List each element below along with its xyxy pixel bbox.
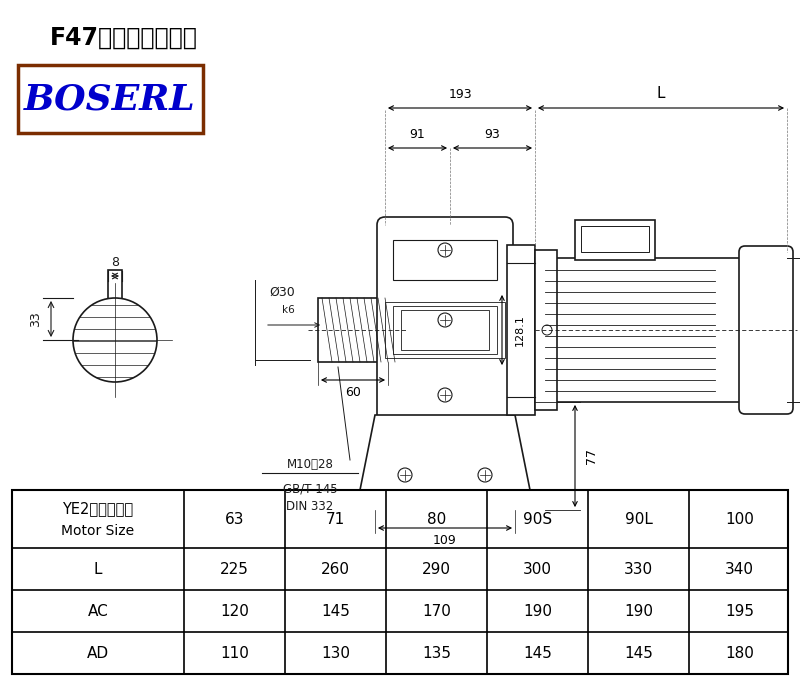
Bar xyxy=(385,302,505,358)
Bar xyxy=(535,258,745,402)
FancyBboxPatch shape xyxy=(739,246,793,414)
Circle shape xyxy=(438,243,452,257)
Text: 190: 190 xyxy=(624,603,653,618)
Text: F47减速机尺寸图纸: F47减速机尺寸图纸 xyxy=(50,26,198,50)
Text: 93: 93 xyxy=(485,127,500,140)
Text: Motor Size: Motor Size xyxy=(62,524,134,538)
Text: 91: 91 xyxy=(410,127,426,140)
Text: 90S: 90S xyxy=(523,511,552,527)
Bar xyxy=(18,65,203,133)
Text: 110: 110 xyxy=(220,645,249,660)
Text: 145: 145 xyxy=(321,603,350,618)
Bar xyxy=(318,298,388,362)
Text: 77: 77 xyxy=(585,448,598,464)
Text: 193: 193 xyxy=(448,87,472,100)
Text: M10深28: M10深28 xyxy=(286,458,334,471)
Bar xyxy=(401,310,489,350)
Text: 290: 290 xyxy=(422,561,451,576)
Text: 135: 135 xyxy=(422,645,451,660)
Text: 33: 33 xyxy=(30,311,42,327)
Bar xyxy=(575,220,655,260)
Text: 80: 80 xyxy=(427,511,446,527)
Bar xyxy=(507,245,535,415)
Text: 100: 100 xyxy=(725,511,754,527)
Text: DIN 332: DIN 332 xyxy=(286,500,334,513)
Text: k6: k6 xyxy=(282,305,295,315)
Text: 260: 260 xyxy=(321,561,350,576)
Text: 71: 71 xyxy=(326,511,345,527)
Text: 145: 145 xyxy=(523,645,552,660)
Bar xyxy=(12,490,788,674)
Bar xyxy=(393,306,497,354)
Circle shape xyxy=(478,468,492,482)
Text: BOSERL: BOSERL xyxy=(24,83,196,117)
FancyBboxPatch shape xyxy=(377,217,513,443)
Text: 60: 60 xyxy=(345,386,361,399)
Text: 109: 109 xyxy=(433,534,457,546)
Text: 170: 170 xyxy=(422,603,451,618)
Text: AC: AC xyxy=(88,603,108,618)
Circle shape xyxy=(438,388,452,402)
Text: 130: 130 xyxy=(321,645,350,660)
Bar xyxy=(393,240,497,280)
Text: 145: 145 xyxy=(624,645,653,660)
Text: 190: 190 xyxy=(523,603,552,618)
Text: 120: 120 xyxy=(220,603,249,618)
Bar xyxy=(535,250,557,410)
Text: 63: 63 xyxy=(225,511,244,527)
Text: 180: 180 xyxy=(725,645,754,660)
Text: AD: AD xyxy=(87,645,109,660)
Text: 90L: 90L xyxy=(625,511,653,527)
Text: 8: 8 xyxy=(111,256,119,268)
Circle shape xyxy=(398,468,412,482)
Circle shape xyxy=(542,325,552,335)
Text: 225: 225 xyxy=(220,561,249,576)
Text: Ø30: Ø30 xyxy=(270,285,295,298)
Text: YE2电机机座号: YE2电机机座号 xyxy=(62,502,134,517)
Text: L: L xyxy=(94,561,102,576)
Bar xyxy=(581,226,649,252)
Circle shape xyxy=(73,298,157,382)
Text: 300: 300 xyxy=(523,561,552,576)
Text: L: L xyxy=(657,87,666,102)
Text: 330: 330 xyxy=(624,561,653,576)
Polygon shape xyxy=(360,415,530,490)
Text: GB/T 145: GB/T 145 xyxy=(282,483,338,496)
Circle shape xyxy=(438,313,452,327)
Text: 128.1: 128.1 xyxy=(515,314,525,346)
Text: 195: 195 xyxy=(725,603,754,618)
Text: 340: 340 xyxy=(725,561,754,576)
Bar xyxy=(108,270,122,300)
